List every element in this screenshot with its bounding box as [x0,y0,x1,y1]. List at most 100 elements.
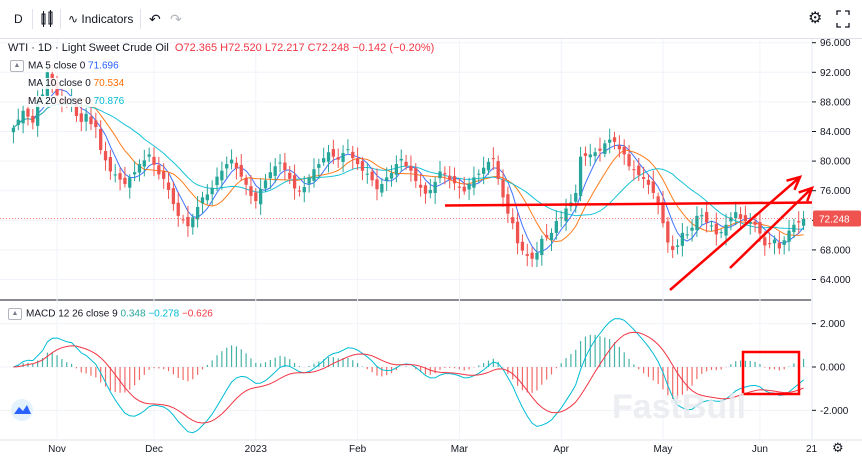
bar-style-icon[interactable] [40,9,54,29]
candle-body [545,235,549,238]
ma20-label: MA 20 close 0 [28,96,91,107]
y-tick-label: 84.000 [820,127,851,138]
candle-body [772,239,777,244]
y-tick-label: 64.000 [820,275,851,286]
y-tick-label: 88.000 [820,97,851,108]
candle-body [259,189,263,205]
candle-body [229,159,234,164]
candle-body [612,137,617,142]
candle-body [714,223,718,235]
candle-body [511,217,515,224]
candle-body [278,162,282,164]
candle-body [171,188,176,205]
candle-body [622,146,626,155]
symbol-title[interactable]: WTI · 1D · Light Sweet Crude Oil [8,42,169,54]
candle-body [549,232,554,241]
price-badge [813,210,861,227]
candle-body [593,152,597,157]
candle-body [467,184,471,190]
macd-signal-line [13,331,804,424]
candle-body [530,252,534,259]
x-tick-label: Nov [48,444,66,455]
candle-body [79,113,83,122]
toolbar-divider [32,9,33,29]
fullscreen-icon[interactable] [836,9,850,29]
candle-body [709,225,714,227]
candle-body [26,108,30,117]
x-tick-label: Mar [451,444,469,455]
collapse-icon[interactable]: ▲ [8,308,22,320]
candle-body [215,176,219,186]
redo-icon[interactable]: ↷ [170,11,182,27]
candle-body [399,158,403,161]
candle-body [792,224,796,233]
collapse-icon[interactable]: ▲ [10,60,24,72]
candle-body [142,160,146,167]
candle-body [477,173,481,175]
candle-body [317,164,321,168]
candle-body [515,221,520,244]
candle-body [312,169,316,181]
candle-body [520,241,525,251]
candle-body [462,186,466,192]
candle-body [11,127,16,133]
ma10-legend[interactable]: MA 10 close 0 70.534 [26,78,127,89]
candle-body [346,149,350,151]
undo-icon[interactable]: ↶ [149,11,161,27]
ma5-line [13,88,804,253]
close-value: C72.248 [307,42,350,54]
candle-body [365,173,369,175]
candle-body [574,192,578,202]
candle-body [680,232,685,246]
candle-body [491,158,495,160]
trend-arrow-lower [729,187,813,269]
candle-body [249,186,253,196]
resistance-line [444,201,813,207]
candle-body [288,172,292,179]
candle-body [743,215,748,222]
candle-body [152,156,156,165]
candle-body [36,99,40,126]
candle-body [84,113,88,122]
candle-body [307,177,311,184]
candle-body [40,94,45,97]
trend-annotations [444,175,815,291]
candle-body [656,196,660,204]
ma10-label: MA 10 close 0 [28,78,91,89]
candle-body [225,164,229,169]
candle-body [598,148,602,151]
candle-body [123,177,127,185]
macd-signal-value: −0.626 [181,308,213,320]
price-badge-label: 72.248 [819,214,850,225]
highlight-box [741,350,801,396]
x-tick-label: Dec [145,444,163,455]
y-tick-label: 76.000 [820,186,851,197]
candle-body [157,165,161,175]
candle-body [331,149,336,157]
candle-body [370,171,374,181]
ma5-value: 71.696 [88,60,119,72]
cloud-icon[interactable] [11,399,33,421]
candle-body [540,238,544,256]
open-value: O72.365 [174,42,218,54]
candle-body [729,217,733,222]
candle-body [205,194,209,201]
low-value: L72.217 [264,42,305,54]
ma5-legend[interactable]: ▲ MA 5 close 0 71.696 [8,60,121,72]
macd-legend[interactable]: ▲ MACD 12 26 close 9 0.348 −0.278 −0.626 [8,308,213,320]
settings-gear-icon[interactable]: ⚙ [808,10,823,27]
candle-body [355,158,360,165]
macd-y-tick-label: -2.000 [820,406,849,417]
candle-body [302,187,306,193]
candle-body [423,185,428,194]
axis-settings-gear-icon[interactable]: ⚙ [832,441,844,456]
candle-body [486,161,491,171]
indicators-button[interactable]: ∿ Indicators [68,9,133,29]
ma20-legend[interactable]: MA 20 close 0 70.876 [26,96,127,107]
candle-body [132,172,137,175]
candle-body [375,179,379,190]
candle-body [283,162,287,170]
interval-button[interactable]: D [14,12,23,26]
candle-body [292,175,297,189]
